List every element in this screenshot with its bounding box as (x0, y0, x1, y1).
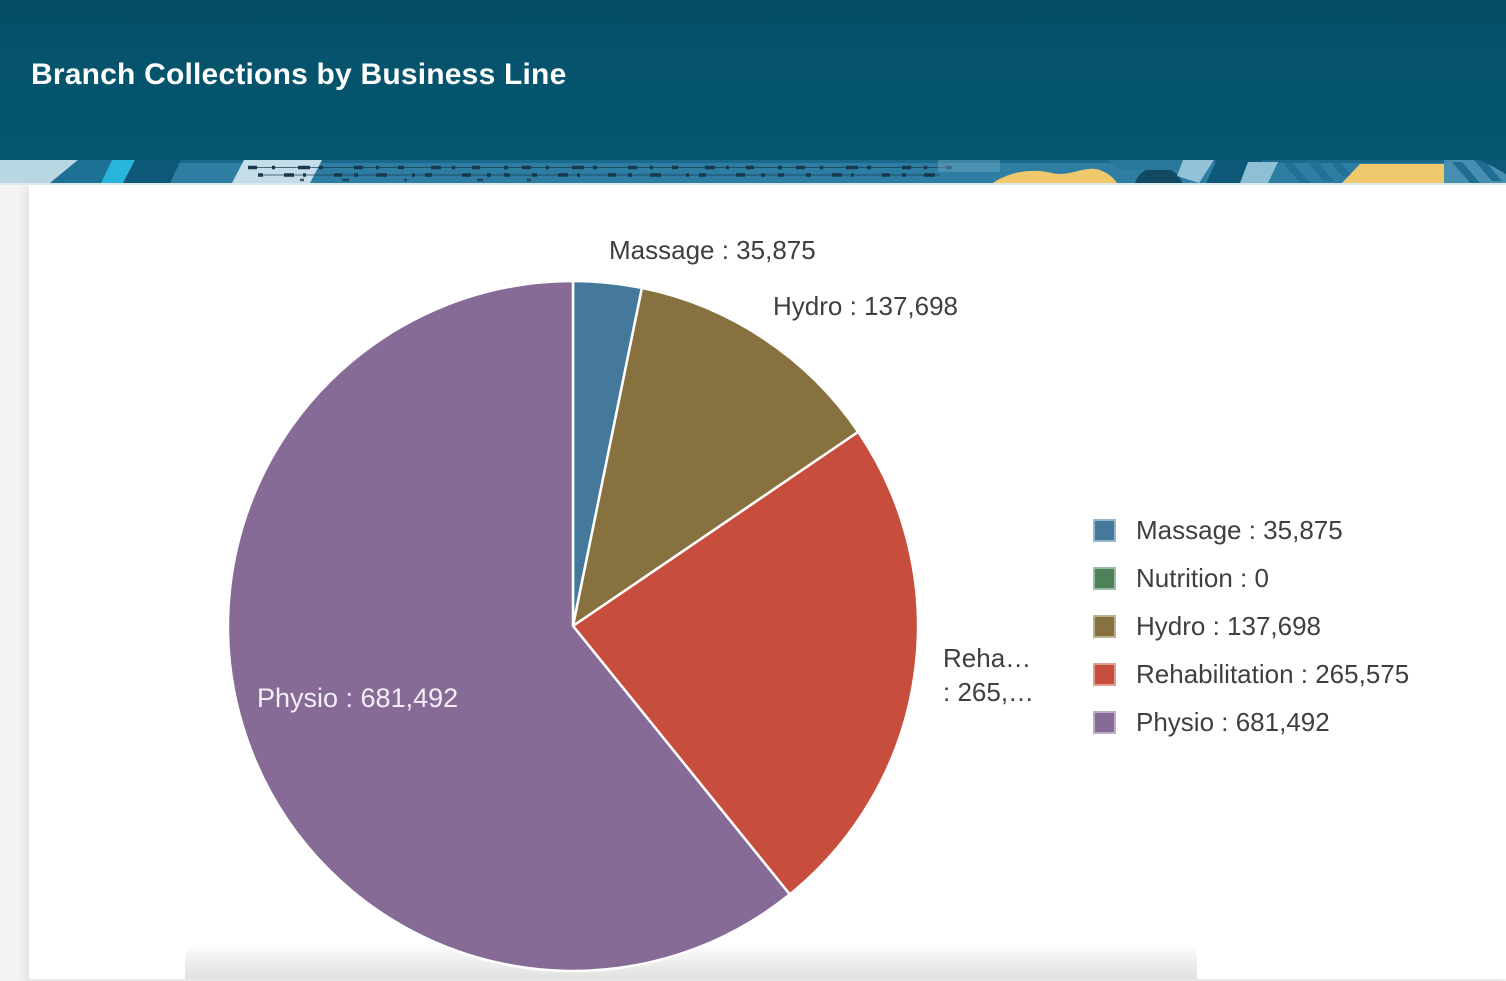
legend-label-physio: Physio : 681,492 (1136, 707, 1330, 737)
slice-label-rehabilitation-line2: : 265,… (943, 677, 1035, 707)
legend-item-massage[interactable]: Massage : 35,875 (1093, 515, 1409, 545)
decorative-banner-image (0, 160, 1506, 183)
banner-underline (0, 183, 1506, 185)
legend-label-hydro: Hydro : 137,698 (1136, 611, 1322, 641)
legend-label-rehabilitation: Rehabilitation : 265,575 (1136, 659, 1410, 689)
legend-swatch-hydro (1093, 615, 1116, 638)
slice-label-physio: Physio : 681,492 (257, 683, 459, 713)
chart-legend: Massage : 35,875 Nutrition : 0 Hydro : 1… (1093, 515, 1410, 757)
legend-label-massage: Massage : 35,875 (1136, 515, 1343, 545)
legend-swatch-physio (1093, 711, 1116, 734)
slice-label-rehabilitation: Reha… : 265,… (943, 641, 1034, 709)
slice-label-massage: Massage : 35,875 (609, 235, 816, 265)
pie-slice-physio[interactable] (226, 279, 792, 973)
slice-label-rehabilitation-line1: Reha… (943, 643, 1032, 673)
legend-swatch-nutrition (1093, 567, 1116, 590)
page-header: Branch Collections by Business Line (0, 0, 1506, 160)
pie-slice-rehabilitation[interactable] (571, 430, 920, 896)
legend-item-physio[interactable]: Physio : 681,492 (1093, 707, 1409, 737)
banner-graphic (0, 160, 1506, 183)
legend-item-rehabilitation[interactable]: Rehabilitation : 265,575 (1093, 659, 1410, 689)
legend-item-nutrition[interactable]: Nutrition : 0 (1093, 563, 1409, 593)
slice-label-hydro: Hydro : 137,698 (773, 291, 959, 321)
page-title: Branch Collections by Business Line (31, 58, 567, 91)
legend-swatch-rehabilitation (1093, 663, 1116, 686)
pie-slice-hydro[interactable] (571, 286, 860, 628)
legend-item-hydro[interactable]: Hydro : 137,698 (1093, 611, 1409, 641)
pie-chart (223, 276, 923, 976)
legend-swatch-massage (1093, 519, 1116, 542)
legend-label-nutrition: Nutrition : 0 (1136, 563, 1269, 593)
